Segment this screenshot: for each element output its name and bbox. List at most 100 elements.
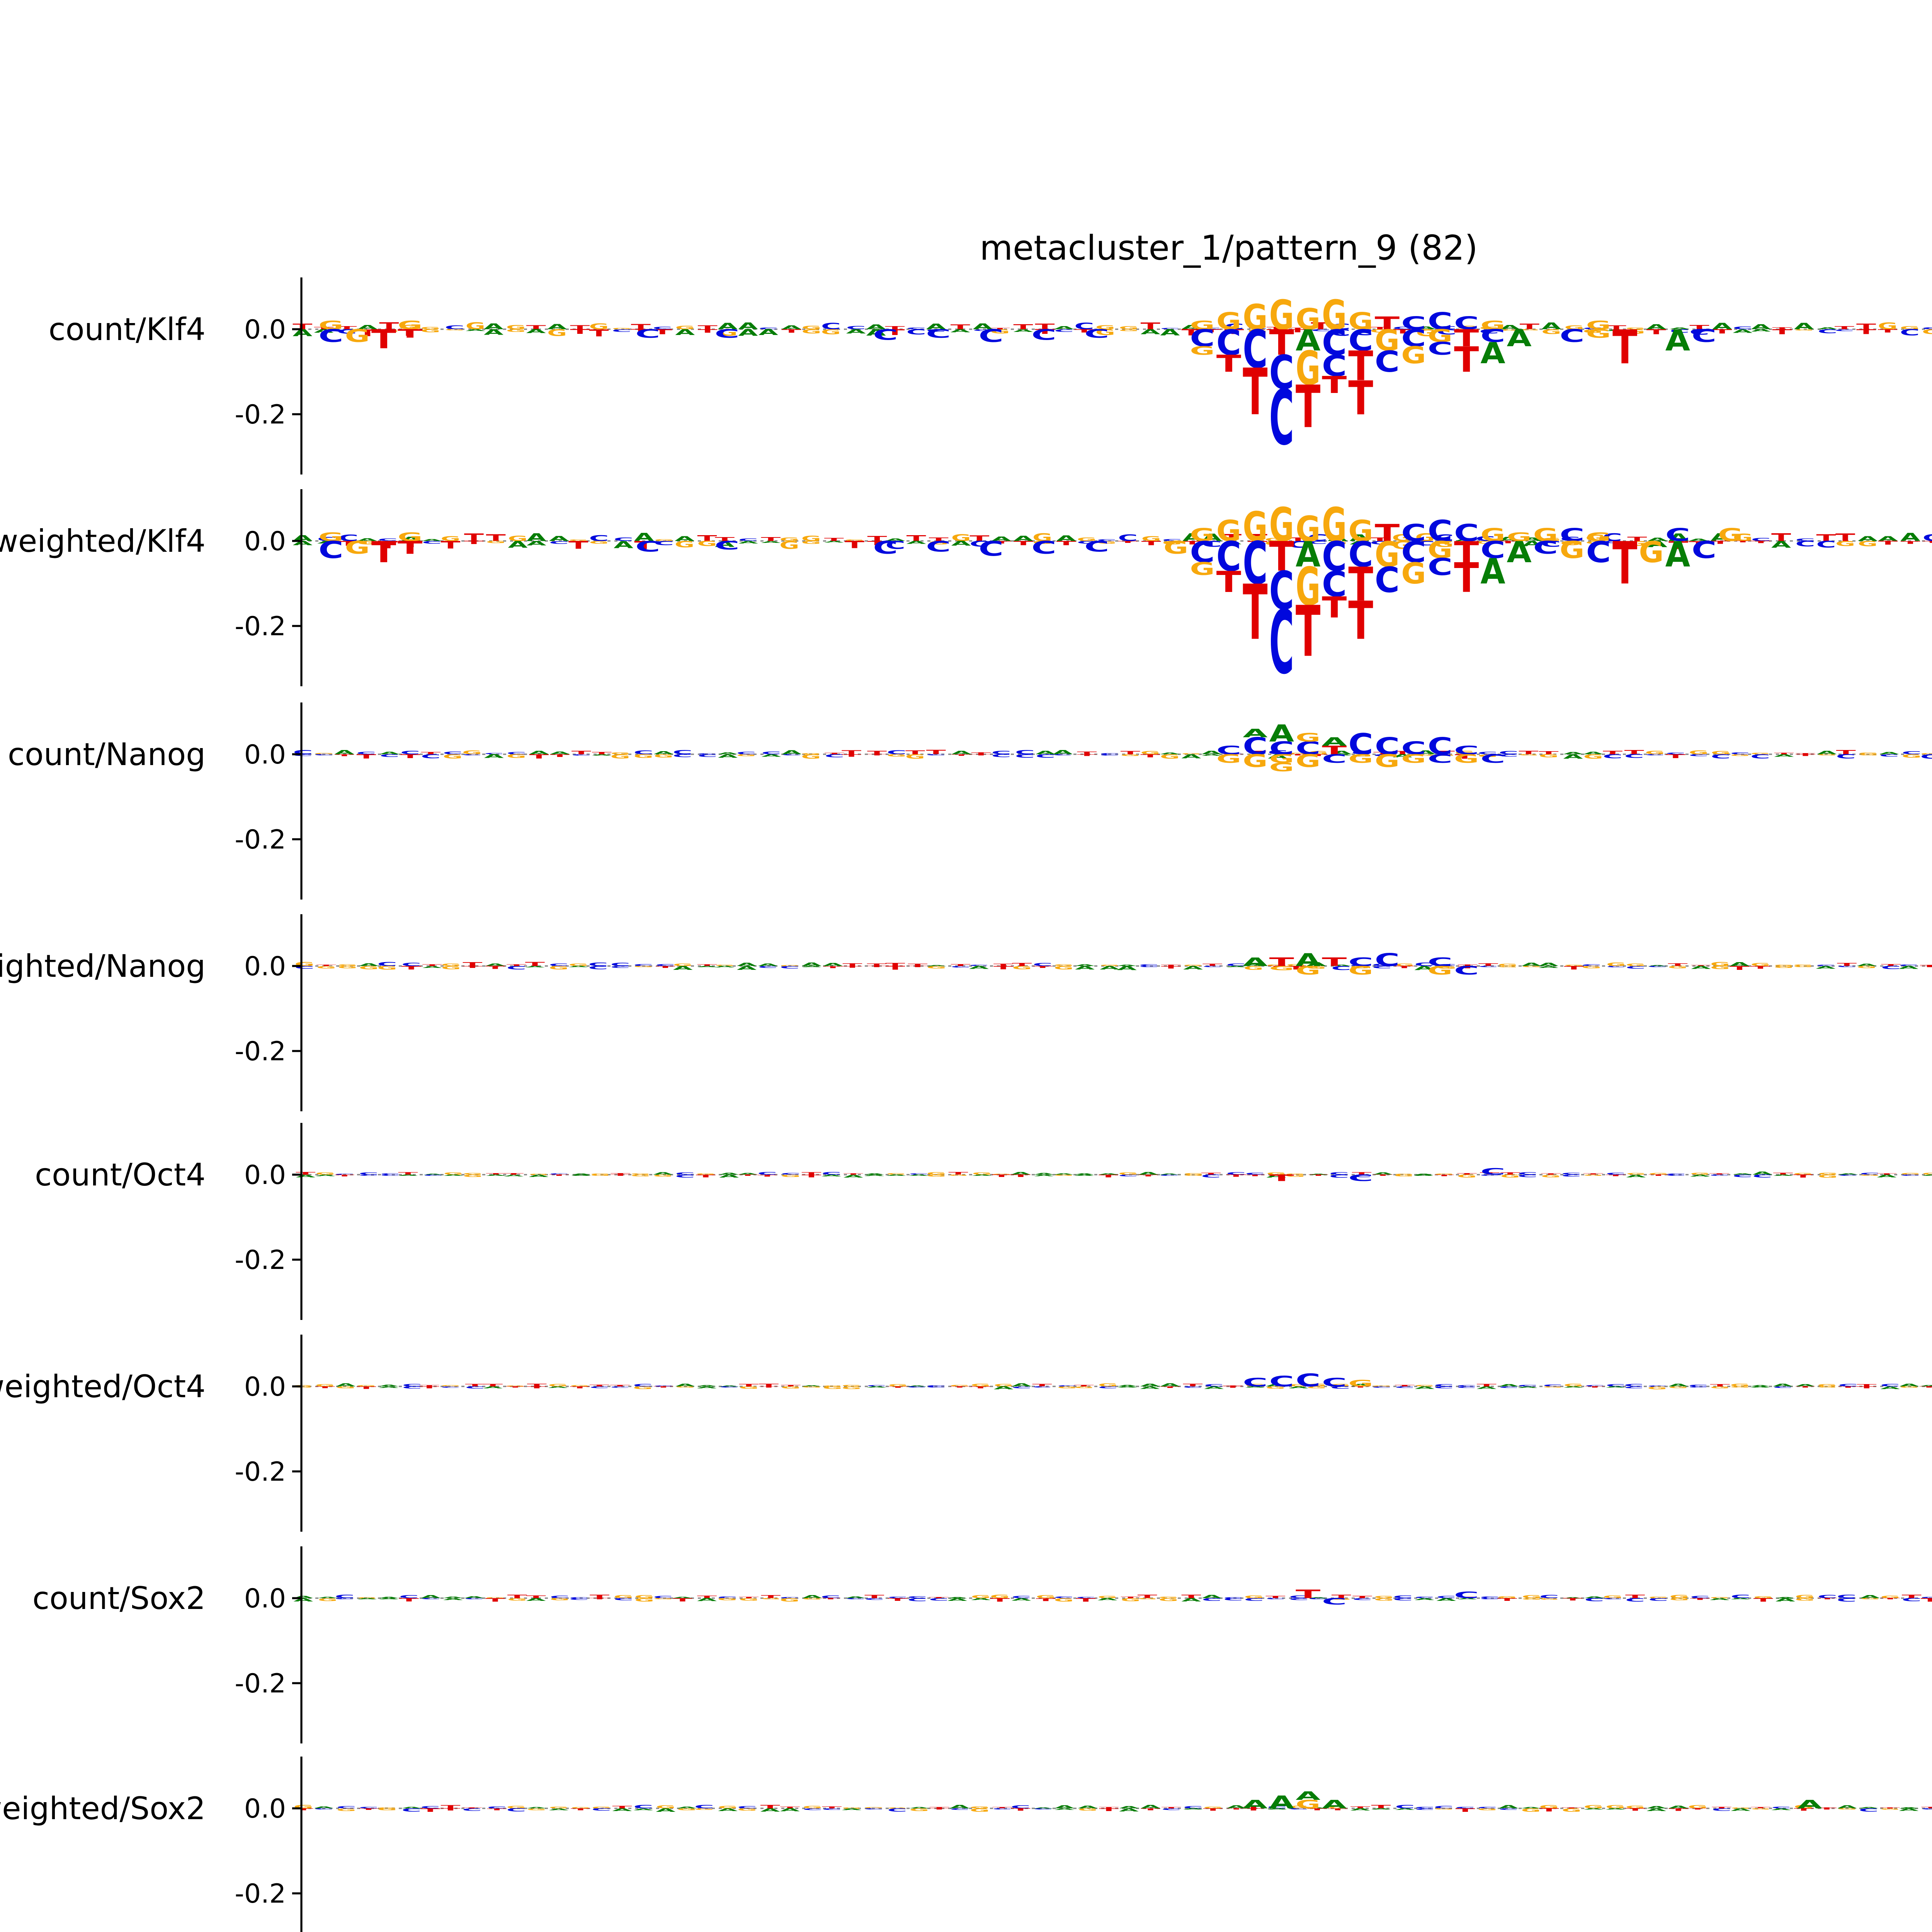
logo-letter: C — [634, 750, 653, 756]
logo-letter: G — [1190, 525, 1214, 546]
y-tick-label: 0.0 — [244, 1794, 286, 1824]
logo-letter: T — [867, 535, 887, 543]
logo-letter: T — [1375, 313, 1400, 334]
logo-letter: C — [507, 965, 526, 971]
logo-letter: A — [1266, 1174, 1286, 1179]
logo-letter: A — [317, 540, 337, 544]
logo-letter: C — [1606, 1172, 1626, 1175]
logo-letter: G — [1751, 1808, 1770, 1810]
logo-letter: C — [1322, 533, 1347, 580]
logo-letter: A — [527, 1807, 546, 1809]
logo-letter: T — [400, 753, 420, 759]
logo-letter: C — [337, 328, 357, 335]
logo-letter: A — [1222, 540, 1242, 545]
logo-letter: C — [1584, 1597, 1604, 1602]
logo-letter: A — [1857, 963, 1877, 967]
logo-letter: T — [296, 1171, 315, 1176]
logo-letter: G — [1243, 965, 1263, 971]
logo-letter: C — [1401, 738, 1426, 759]
logo-letter: T — [549, 1174, 569, 1176]
logo-letter: A — [1794, 321, 1814, 332]
logo-letter: G — [675, 1386, 695, 1388]
logo-letter: A — [972, 1174, 992, 1176]
logo-letter: T — [844, 1173, 864, 1175]
logo-letter: A — [697, 1386, 718, 1389]
logo-letter: T — [590, 1594, 610, 1599]
logo-letter: C — [335, 1173, 354, 1175]
logo-letter: G — [801, 328, 821, 335]
logo-letter: T — [1011, 1808, 1031, 1811]
logo-letter: G — [739, 1597, 759, 1601]
logo-letter: C — [359, 1174, 378, 1176]
logo-letter: A — [550, 751, 570, 755]
logo-letter: A — [1181, 1597, 1201, 1602]
logo-letter: T — [401, 539, 421, 549]
logo-letter: A — [1776, 1597, 1795, 1599]
logo-letter: T — [611, 1174, 631, 1176]
logo-letter: G — [1160, 753, 1180, 760]
logo-letter: T — [1712, 1806, 1732, 1809]
logo-letter: A — [1331, 964, 1351, 966]
logo-letter: A — [1296, 1789, 1321, 1803]
logo-letter: T — [421, 752, 440, 755]
logo-letter: C — [1269, 345, 1294, 400]
y-tick-label: 0.0 — [244, 315, 286, 345]
logo-letter: T — [1202, 963, 1222, 967]
logo-letter: C — [356, 751, 376, 755]
logo-letter: T — [1014, 540, 1034, 547]
logo-letter: C — [1308, 1598, 1328, 1600]
logo-letter: T — [1074, 1384, 1094, 1387]
logo-letter: C — [1139, 964, 1159, 966]
logo-letter: T — [1056, 540, 1077, 546]
logo-letter: T — [611, 1173, 631, 1175]
logo-letter: A — [760, 1808, 781, 1813]
logo-letter: G — [507, 753, 526, 759]
logo-letter: A — [1607, 328, 1627, 332]
logo-letter: G — [1564, 964, 1584, 967]
logo-letter: A — [1752, 1171, 1772, 1175]
logo-letter: C — [1375, 733, 1400, 760]
logo-letter: C — [1393, 1597, 1413, 1601]
logo-letter: G — [1733, 532, 1753, 543]
logo-letter: A — [571, 1173, 591, 1175]
logo-letter: C — [864, 1598, 884, 1600]
logo-letter: T — [1322, 590, 1347, 624]
logo-letter: C — [673, 753, 692, 759]
logo-letter: C — [359, 1806, 378, 1809]
logo-letter: G — [1533, 525, 1558, 546]
logo-letter: C — [1602, 531, 1622, 544]
logo-letter: C — [1733, 326, 1752, 330]
logo-letter: C — [1434, 1384, 1454, 1387]
logo-letter: C — [845, 1598, 865, 1600]
logo-letter: T — [527, 1386, 547, 1389]
logo-letter: C — [1288, 539, 1308, 550]
logo-letter: T — [739, 1383, 759, 1387]
logo-letter: C — [1244, 1597, 1264, 1602]
logo-letter: C — [1692, 326, 1716, 347]
logo-letter: C — [1202, 1597, 1221, 1602]
logo-letter: T — [1012, 962, 1032, 967]
logo-letter: T — [1920, 965, 1932, 967]
logo-letter: A — [1899, 965, 1919, 970]
logo-letter: G — [1625, 1805, 1645, 1809]
logo-letter: T — [1395, 966, 1414, 969]
logo-letter: G — [1296, 1798, 1320, 1811]
y-tick-label: -0.2 — [235, 1036, 286, 1067]
logo-letter: C — [1289, 1598, 1309, 1601]
logo-letter: T — [1817, 1808, 1837, 1810]
logo-letter: A — [1507, 535, 1531, 569]
logo-letter: C — [867, 1385, 886, 1387]
logo-letter: A — [1181, 753, 1201, 759]
logo-letter: G — [1710, 965, 1730, 970]
logo-letter: A — [1245, 1386, 1265, 1388]
logo-letter: A — [1838, 1173, 1858, 1175]
logo-letter: T — [1603, 750, 1623, 755]
logo-letter: A — [1648, 539, 1668, 549]
logo-letter: T — [398, 327, 422, 340]
logo-letter: T — [1772, 328, 1792, 336]
logo-letter: C — [1533, 538, 1558, 558]
logo-letter: G — [781, 1386, 801, 1389]
logo-letter: A — [824, 541, 844, 543]
logo-letter: A — [318, 1597, 337, 1599]
